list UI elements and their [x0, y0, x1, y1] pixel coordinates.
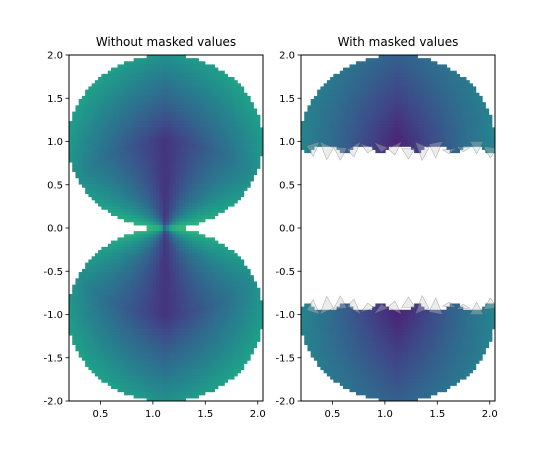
y-tick-label: -2.0 — [43, 397, 63, 408]
x-tick-label: 0.5 — [93, 409, 109, 420]
y-tick-label: -2.0 — [275, 397, 295, 408]
x-axis: 0.5 1.0 1.5 2.0 — [93, 401, 266, 420]
y-tick-label: 0.5 — [47, 180, 63, 191]
y-tick-label: -1.5 — [43, 353, 63, 364]
x-tick-label: 1.0 — [377, 409, 393, 420]
mask-edge-mesh — [305, 140, 495, 316]
axes-frame — [300, 54, 496, 402]
y-tick-label: 2.0 — [279, 51, 295, 62]
y-tick-label: 0.0 — [279, 224, 295, 235]
axes-frame — [68, 54, 264, 402]
panel-title: With masked values — [338, 35, 459, 49]
y-tick-label: -1.0 — [43, 310, 63, 321]
x-tick-label: 2.0 — [250, 409, 266, 420]
y-tick-label: 1.5 — [47, 94, 63, 105]
panel-title: Without masked values — [96, 35, 236, 49]
y-tick-label: -0.5 — [43, 267, 63, 278]
y-axis: 2.0 1.5 1.0 0.5 0.0 -0.5 -1.0 -1.5 -2.0 — [275, 51, 301, 408]
y-tick-label: -0.5 — [275, 267, 295, 278]
x-axis: 0.5 1.0 1.5 2.0 — [325, 401, 498, 420]
y-tick-label: 1.5 — [279, 94, 295, 105]
y-tick-label: 0.5 — [279, 180, 295, 191]
x-tick-label: 1.0 — [145, 409, 161, 420]
plot-area — [69, 55, 263, 401]
y-tick-label: -1.0 — [275, 310, 295, 321]
panel-with-mask: With masked values 0.5 1.0 1.5 2.0 2.0 1.5 1.… — [275, 35, 497, 420]
y-tick-label: 1.0 — [47, 137, 63, 148]
x-tick-label: 1.5 — [429, 409, 445, 420]
color-field — [301, 55, 495, 401]
color-field — [69, 55, 263, 401]
y-tick-label: 1.0 — [279, 137, 295, 148]
x-tick-label: 1.5 — [197, 409, 213, 420]
panel-without-mask: Without masked values 0.5 1.0 1.5 2.0 2.0 1.… — [43, 35, 265, 420]
y-axis: 2.0 1.5 1.0 0.5 0.0 -0.5 -1.0 -1.5 -2.0 — [43, 51, 69, 408]
x-tick-label: 2.0 — [482, 409, 498, 420]
x-tick-label: 0.5 — [325, 409, 341, 420]
y-tick-label: 2.0 — [47, 51, 63, 62]
plot-area — [301, 55, 495, 401]
y-tick-label: -1.5 — [275, 353, 295, 364]
y-tick-label: 0.0 — [47, 224, 63, 235]
